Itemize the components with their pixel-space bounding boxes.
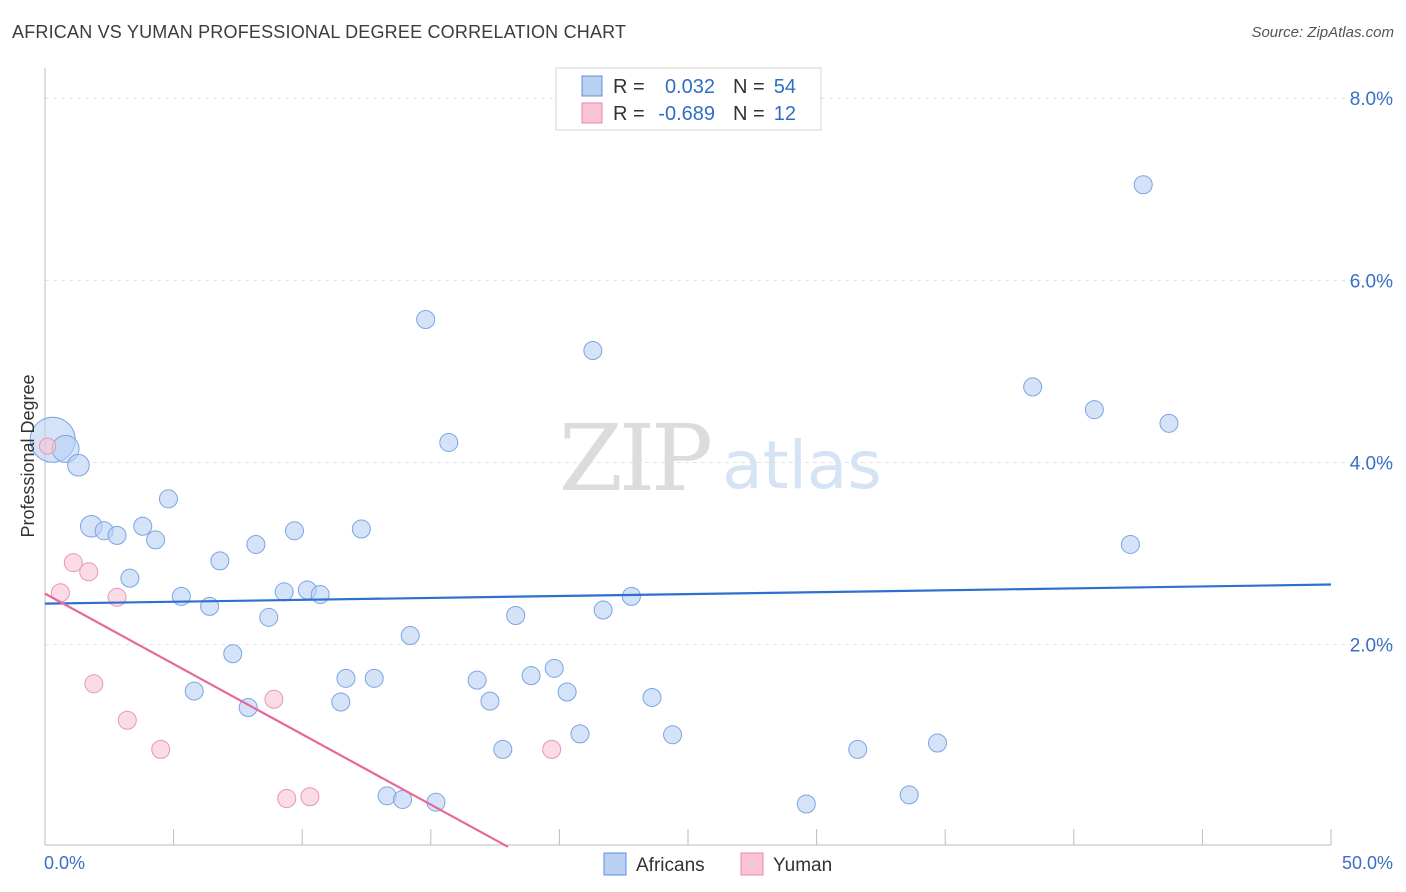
africans-point-5 [107, 525, 127, 545]
bottom-legend-swatch-yuman [740, 852, 764, 876]
africans-point-6 [120, 568, 140, 588]
y-tick-labels: 2.0% 4.0% 6.0% 8.0% [1350, 89, 1393, 656]
y-tick-label-6: 6.0% [1350, 271, 1393, 292]
yuman-point-2 [63, 553, 83, 573]
africans-point-51 [1120, 534, 1140, 554]
legend-africans-r-value: 0.032 [665, 76, 715, 98]
africans-points [29, 175, 1179, 814]
yuman-point-11 [542, 739, 562, 759]
africans-point-29 [416, 310, 436, 330]
africans-point-34 [493, 739, 513, 759]
africans-point-27 [393, 789, 413, 809]
africans-point-16 [246, 534, 266, 554]
bottom-legend-swatch-africans [603, 852, 627, 876]
africans-point-31 [439, 432, 459, 452]
yuman-trend-line [44, 592, 509, 848]
watermark: ZIP atlas [559, 405, 882, 512]
africans-point-43 [642, 687, 662, 707]
africans-point-40 [583, 340, 603, 360]
africans-point-17 [259, 607, 279, 627]
y-tick-label-2: 2.0% [1350, 636, 1393, 657]
legend-yuman-r-label: R = [613, 103, 645, 125]
yuman-point-10 [300, 787, 320, 807]
africans-point-7 [133, 516, 153, 536]
africans-point-28 [400, 626, 420, 646]
africans-point-22 [331, 692, 351, 712]
x-ticks [173, 829, 1332, 845]
africans-point-42 [621, 586, 641, 606]
watermark-atlas: atlas [722, 427, 882, 504]
yuman-point-8 [264, 689, 284, 709]
africans-point-25 [364, 668, 384, 688]
africans-point-35 [506, 606, 526, 625]
africans-point-37 [544, 658, 564, 678]
africans-point-8 [146, 530, 166, 550]
yuman-points [38, 437, 562, 809]
africans-point-11 [184, 681, 204, 701]
yuman-point-7 [151, 739, 171, 759]
africans-point-2 [67, 453, 90, 477]
africans-point-44 [663, 725, 683, 745]
yuman-point-9 [277, 789, 297, 809]
africans-point-36 [521, 666, 541, 686]
africans-point-24 [351, 519, 371, 539]
legend-africans-r-label: R = [613, 76, 645, 98]
africans-point-48 [927, 733, 947, 753]
legend-swatch-yuman [581, 102, 603, 124]
watermark-zip: ZIP [559, 405, 710, 512]
y-tick-label-4: 4.0% [1350, 454, 1393, 475]
y-axis-title: Professional Degree [18, 374, 38, 537]
africans-point-32 [467, 670, 487, 690]
legend-box: R = 0.032 N = 54 R = -0.689 N = 12 [555, 67, 822, 131]
trend-lines [44, 583, 1332, 848]
legend-africans-n-value: 54 [774, 76, 796, 98]
yuman-point-3 [79, 562, 99, 582]
africans-point-41 [593, 600, 613, 620]
x-tick-label-max: 50.0% [1342, 853, 1393, 873]
africans-point-47 [899, 785, 919, 805]
africans-point-46 [848, 739, 868, 759]
legend-africans-n-label: N = [733, 76, 765, 98]
africans-trend-line [44, 583, 1332, 605]
africans-point-39 [570, 724, 590, 744]
legend-yuman-n-value: 12 [774, 103, 796, 125]
africans-point-13 [210, 551, 230, 571]
yuman-point-0 [38, 437, 57, 455]
africans-point-52 [1133, 175, 1153, 195]
bottom-legend-africans: Africans [636, 855, 705, 876]
source-label: Source: ZipAtlas.com [1251, 24, 1394, 41]
chart-title: AFRICAN VS YUMAN PROFESSIONAL DEGREE COR… [12, 22, 627, 42]
bottom-legend: Africans Yuman [603, 852, 832, 876]
yuman-point-4 [84, 674, 104, 694]
africans-point-49 [1023, 377, 1043, 397]
africans-point-50 [1084, 400, 1104, 420]
legend-yuman-n-label: N = [733, 103, 765, 125]
bottom-legend-yuman: Yuman [773, 855, 832, 876]
africans-point-45 [796, 794, 816, 814]
africans-point-21 [310, 585, 330, 605]
africans-point-14 [223, 644, 243, 664]
africans-point-33 [480, 691, 500, 711]
gridlines [45, 97, 1393, 646]
africans-point-26 [377, 786, 397, 806]
africans-point-19 [284, 521, 304, 541]
africans-point-9 [158, 489, 178, 509]
y-tick-label-8: 8.0% [1350, 89, 1393, 110]
africans-point-38 [557, 682, 577, 702]
legend-swatch-africans [581, 75, 603, 97]
yuman-point-6 [117, 710, 137, 730]
legend-yuman-r-value: -0.689 [658, 103, 715, 125]
x-tick-label-min: 0.0% [44, 853, 85, 873]
africans-point-53 [1159, 413, 1179, 433]
africans-point-18 [274, 582, 294, 602]
africans-point-23 [336, 668, 356, 688]
